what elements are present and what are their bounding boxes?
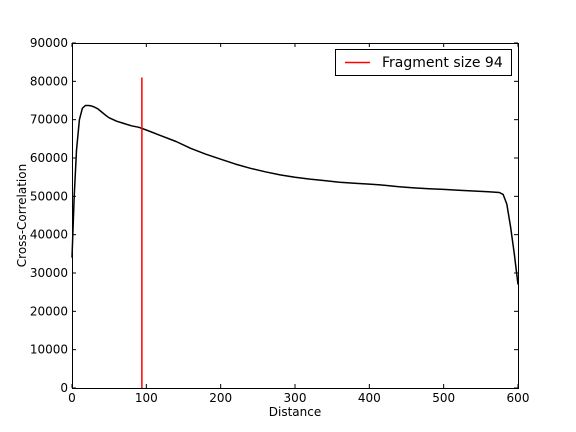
y-tick-label: 20000 bbox=[30, 304, 68, 318]
x-tick-label: 100 bbox=[135, 391, 158, 405]
x-tick-label: 400 bbox=[358, 391, 381, 405]
x-tick-label: 0 bbox=[68, 391, 76, 405]
legend-label: Fragment size 94 bbox=[382, 55, 503, 71]
x-tick-label: 300 bbox=[284, 391, 307, 405]
series-line bbox=[71, 104, 519, 285]
ticks-layer: 0 100 200 300 400 500 600 0 10000 20000 30000 40000… bbox=[30, 36, 530, 405]
y-tick-label: 90000 bbox=[30, 36, 68, 50]
series-layer bbox=[71, 104, 519, 285]
plot-border bbox=[72, 43, 519, 389]
x-tick-label: 500 bbox=[432, 391, 455, 405]
y-tick-label: 0 bbox=[60, 381, 68, 395]
y-tick-label: 30000 bbox=[30, 266, 68, 280]
y-tick-label: 60000 bbox=[30, 151, 68, 165]
y-tick-label: 10000 bbox=[30, 343, 68, 357]
legend: Fragment size 94 bbox=[335, 49, 512, 76]
x-tick-label: 200 bbox=[209, 391, 232, 405]
y-axis-label: Cross-Correlation bbox=[15, 164, 29, 267]
y-tick-label: 50000 bbox=[30, 189, 68, 203]
y-tick-label: 70000 bbox=[30, 113, 68, 127]
x-axis-label: Distance bbox=[269, 405, 321, 419]
y-tick-label: 40000 bbox=[30, 228, 68, 242]
x-tick-label: 600 bbox=[507, 391, 530, 405]
y-tick-label: 80000 bbox=[30, 74, 68, 88]
plot-area bbox=[72, 43, 518, 388]
